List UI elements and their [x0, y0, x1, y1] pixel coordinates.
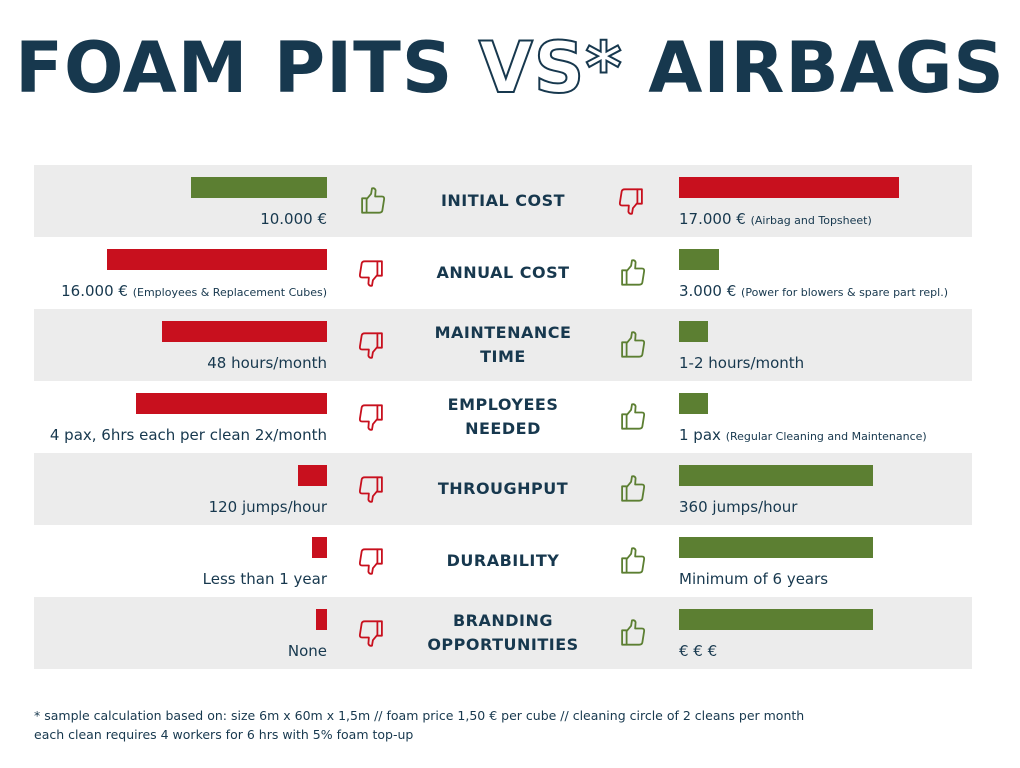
foam-pits-value: 4 pax, 6hrs each per clean 2x/month — [50, 426, 327, 444]
foam-pits-value-text: None — [287, 642, 327, 660]
comparison-row: 16.000 € (Employees & Replacement Cubes)… — [34, 237, 972, 309]
airbags-value-text: 1-2 hours/month — [679, 354, 805, 372]
category-label: THROUGHPUT — [437, 479, 569, 498]
foam-pits-value-text: 4 pax, 6hrs each per clean 2x/month — [49, 426, 327, 444]
airbags-value: 3.000 € (Power for blowers & spare part … — [679, 282, 948, 300]
thumbs-down-icon — [354, 399, 390, 435]
foam-pits-value: 10.000 € — [260, 210, 327, 228]
airbags-value-text: 360 jumps/hour — [679, 498, 798, 516]
foam-pits-bar — [136, 393, 327, 414]
category-label: BRANDING OPPORTUNITIES — [427, 611, 579, 654]
foam-pits-value: 120 jumps/hour — [209, 498, 327, 516]
airbags-value: 17.000 € (Airbag and Topsheet) — [679, 210, 872, 228]
page-title: FOAM PITS VS* AIRBAGS — [0, 27, 1020, 109]
thumbs-down-icon — [354, 255, 390, 291]
thumbs-up-icon — [614, 543, 650, 579]
foam-pits-value-text: 48 hours/month — [207, 354, 327, 372]
thumbs-up-icon — [614, 399, 650, 435]
airbags-value: 360 jumps/hour — [679, 498, 797, 516]
title-foam-pits: FOAM PITS — [15, 27, 454, 109]
airbags-value-text: Minimum of 6 years — [679, 570, 829, 588]
foam-pits-value-text: 16.000 € — [61, 282, 128, 300]
foam-pits-value: 16.000 € (Employees & Replacement Cubes) — [61, 282, 327, 300]
foam-pits-value: Less than 1 year — [203, 570, 327, 588]
airbags-bar — [679, 393, 708, 414]
thumbs-down-icon — [354, 471, 390, 507]
category-label: DURABILITY — [446, 551, 560, 570]
airbags-value: 1-2 hours/month — [679, 354, 804, 372]
airbags-bar — [679, 609, 873, 630]
foam-pits-bar — [162, 321, 327, 342]
airbags-bar — [679, 249, 719, 270]
footnote-line: each clean requires 4 workers for 6 hrs … — [34, 727, 414, 742]
thumbs-down-icon — [614, 183, 650, 219]
title-vs: VS* — [478, 27, 623, 109]
thumbs-up-icon — [614, 255, 650, 291]
footnote: * sample calculation based on: size 6m x… — [34, 706, 804, 744]
category-label: EMPLOYEES NEEDED — [447, 395, 559, 438]
category-label: MAINTENANCE TIME — [434, 323, 572, 366]
airbags-value-text: 1 pax — [679, 426, 721, 444]
airbags-bar — [679, 177, 899, 198]
foam-pits-bar — [107, 249, 327, 270]
airbags-value-note: (Power for blowers & spare part repl.) — [741, 286, 949, 299]
foam-pits-bar — [191, 177, 327, 198]
thumbs-up-icon — [614, 327, 650, 363]
airbags-value-note: (Airbag and Topsheet) — [750, 214, 872, 227]
comparison-row: 120 jumps/hour 360 jumps/hour THROUGHPUT — [34, 453, 972, 525]
foam-pits-value-note: (Employees & Replacement Cubes) — [132, 286, 327, 299]
foam-pits-value: 48 hours/month — [207, 354, 327, 372]
footnote-line: * sample calculation based on: size 6m x… — [34, 708, 805, 723]
airbags-value: € € € — [679, 642, 717, 660]
title-airbags: AIRBAGS — [648, 27, 1005, 109]
thumbs-down-icon — [354, 327, 390, 363]
airbags-bar — [679, 321, 708, 342]
comparison-row: Less than 1 year Minimum of 6 years DURABI… — [34, 525, 972, 597]
foam-pits-value-text: Less than 1 year — [202, 570, 327, 588]
foam-pits-bar — [316, 609, 327, 630]
thumbs-up-icon — [614, 615, 650, 651]
airbags-value-text: € € € — [679, 642, 718, 660]
comparison-row: None € € € BRANDING OPPORTUNITIES — [34, 597, 972, 669]
foam-pits-bar — [312, 537, 327, 558]
foam-pits-value: None — [288, 642, 327, 660]
foam-pits-value-text: 10.000 € — [260, 210, 327, 228]
foam-pits-bar — [298, 465, 327, 486]
airbags-bar — [679, 465, 873, 486]
thumbs-down-icon — [354, 543, 390, 579]
airbags-value-note: (Regular Cleaning and Maintenance) — [725, 430, 927, 443]
comparison-table: 10.000 € 17.000 € (Airbag and Topsheet) IN… — [34, 165, 972, 669]
airbags-value-text: 17.000 € — [679, 210, 746, 228]
airbags-value-text: 3.000 € — [679, 282, 737, 300]
thumbs-up-icon — [614, 471, 650, 507]
foam-pits-value-text: 120 jumps/hour — [208, 498, 327, 516]
comparison-row: 10.000 € 17.000 € (Airbag and Topsheet) IN… — [34, 165, 972, 237]
airbags-value: 1 pax (Regular Cleaning and Maintenance) — [679, 426, 927, 444]
comparison-row: 4 pax, 6hrs each per clean 2x/month 1 pax… — [34, 381, 972, 453]
comparison-row: 48 hours/month 1-2 hours/month MAINTENANCE… — [34, 309, 972, 381]
category-label: ANNUAL COST — [436, 263, 570, 282]
category-label: INITIAL COST — [440, 191, 566, 210]
airbags-bar — [679, 537, 873, 558]
airbags-value: Minimum of 6 years — [679, 570, 828, 588]
thumbs-up-icon — [354, 183, 390, 219]
thumbs-down-icon — [354, 615, 390, 651]
